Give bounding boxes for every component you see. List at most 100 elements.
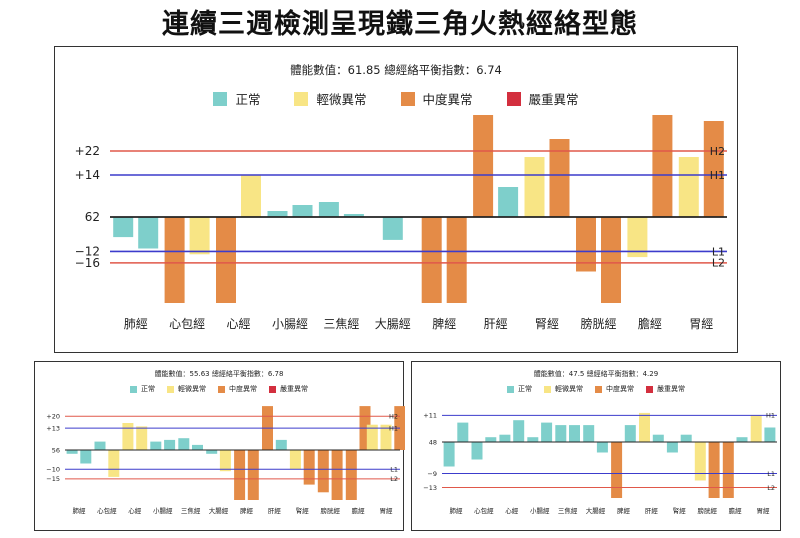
legend-swatch-moderate	[218, 385, 225, 393]
bar-moderate	[549, 139, 570, 217]
y-tick-label: −10	[46, 466, 60, 474]
bar-normal	[569, 425, 580, 442]
bar-slight	[241, 175, 261, 217]
bar-normal	[471, 442, 483, 460]
category-label: 心經	[505, 506, 519, 515]
bar-normal	[736, 437, 748, 442]
legend-label: 輕微異常	[178, 385, 206, 393]
bar-normal	[555, 425, 567, 442]
bar-slight	[289, 450, 301, 470]
category-label: 三焦經	[323, 317, 359, 331]
legend-swatch-normal	[213, 91, 228, 106]
y-tick-label: +22	[75, 144, 100, 158]
legend-swatch-moderate	[595, 385, 602, 393]
legend-label: 正常	[141, 385, 155, 393]
bar-moderate	[601, 217, 621, 303]
category-label: 脾經	[432, 316, 456, 331]
category-label: 三焦經	[181, 506, 201, 515]
bar-normal	[764, 427, 776, 442]
chart-panel-week-3: 體能數值：47.5 總經絡平衡指數：4.29 正常 輕微異常 中度異常 嚴重異常…	[411, 361, 781, 531]
legend-item-moderate[interactable]: 中度異常	[218, 384, 257, 394]
legend-swatch-moderate	[400, 91, 415, 106]
legend-label: 中度異常	[422, 92, 473, 107]
chart-stats: 體能數值：55.63 總經絡平衡指數：6.78	[154, 370, 284, 378]
bar-normal	[206, 450, 218, 454]
bar-normal	[624, 425, 636, 442]
legend-label: 輕微異常	[316, 92, 367, 107]
ref-line-label: L1	[767, 470, 775, 478]
bar-normal	[652, 434, 664, 442]
category-label: 三焦經	[558, 506, 578, 515]
page-title: 連續三週檢測呈現鐵三角火熱經絡型態	[162, 9, 638, 40]
category-label: 小腸經	[272, 317, 308, 331]
bar-normal	[583, 425, 595, 442]
bar-normal	[443, 442, 455, 467]
baseline-label: 48	[429, 438, 437, 446]
bar-moderate	[652, 115, 673, 217]
legend-item-moderate[interactable]: 中度異常	[595, 384, 634, 394]
legend-item-slight[interactable]: 輕微異常	[167, 384, 206, 394]
legend-item-moderate[interactable]: 中度異常	[400, 89, 473, 108]
legend-label: 正常	[518, 385, 532, 393]
category-label: 膀胱經	[580, 316, 616, 331]
bar-normal	[457, 422, 469, 442]
chart-legend: 正常 輕微異常 中度異常 嚴重異常	[55, 89, 737, 108]
category-label: 胃經	[380, 506, 394, 515]
bar-normal	[150, 441, 162, 450]
category-label: 腎經	[535, 317, 559, 331]
legend-label: 正常	[235, 92, 261, 107]
category-label: 腎經	[296, 506, 310, 515]
bar-normal	[94, 441, 106, 450]
legend-label: 輕微異常	[555, 385, 583, 393]
category-label: 膽經	[729, 506, 743, 515]
chart-panel-week-2: 體能數值：55.63 總經絡平衡指數：6.78 正常 輕微異常 中度異常 嚴重異…	[34, 361, 405, 531]
bar-moderate	[708, 442, 720, 498]
legend-item-normal[interactable]: 正常	[213, 89, 260, 108]
legend-item-severe[interactable]: 嚴重異常	[506, 89, 579, 108]
bar-moderate	[164, 217, 185, 303]
bar-normal	[485, 437, 497, 442]
bar-normal	[318, 202, 339, 217]
bar-normal	[680, 434, 692, 442]
category-label: 胃經	[689, 317, 713, 331]
bar-normal	[113, 217, 134, 238]
bar-normal	[178, 438, 190, 450]
bar-normal	[499, 434, 511, 442]
legend-swatch-severe	[506, 91, 521, 106]
legend-swatch-normal	[507, 385, 514, 393]
category-label: 肝經	[645, 506, 659, 515]
category-label: 心經	[128, 506, 142, 515]
bar-moderate	[234, 450, 246, 500]
legend-item-slight[interactable]: 輕微異常	[294, 89, 367, 108]
bar-normal	[343, 214, 364, 217]
bar-moderate	[421, 217, 442, 303]
legend-item-normal[interactable]: 正常	[130, 384, 155, 394]
category-label: 心包經	[474, 506, 494, 515]
bar-slight	[136, 426, 148, 450]
bar-moderate	[345, 450, 357, 500]
bar-normal	[66, 450, 78, 454]
category-label: 心包經	[169, 317, 205, 331]
y-tick-label: −16	[75, 256, 100, 270]
y-tick-label: −13	[423, 484, 437, 492]
legend-swatch-normal	[130, 385, 137, 393]
bar-normal	[382, 217, 403, 240]
category-label: 膀胱經	[320, 506, 340, 515]
legend-item-severe[interactable]: 嚴重異常	[646, 384, 685, 394]
y-tick-label: −15	[46, 475, 60, 483]
legend-label: 中度異常	[606, 385, 634, 393]
category-label: 胃經	[757, 506, 771, 515]
bar-normal	[80, 450, 92, 464]
category-label: 膽經	[352, 506, 366, 515]
chart-panel-week-1: 體能數值：61.85 總經絡平衡指數：6.74 正常 輕微異常 中度異常 嚴重異…	[54, 46, 738, 353]
legend-label: 嚴重異常	[528, 92, 579, 107]
legend-item-slight[interactable]: 輕微異常	[544, 384, 583, 394]
legend-item-normal[interactable]: 正常	[507, 384, 532, 394]
y-tick-label: +13	[46, 424, 60, 432]
bar-slight	[108, 450, 120, 477]
bar-moderate	[317, 450, 329, 493]
legend-item-severe[interactable]: 嚴重異常	[269, 384, 308, 394]
category-label: 肝經	[484, 317, 508, 331]
category-label: 肝經	[268, 506, 282, 515]
